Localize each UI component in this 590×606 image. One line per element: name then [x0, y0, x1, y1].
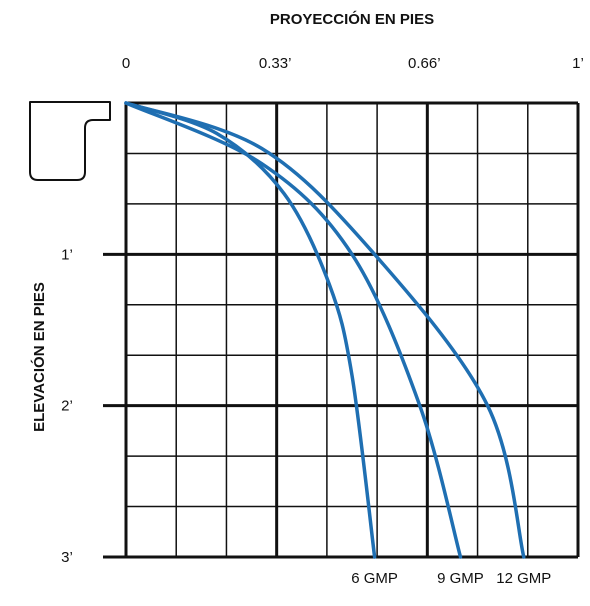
series-label: 6 GMP	[351, 570, 398, 587]
x-tick-labels: 0 0.33’ 0.66’ 1’	[122, 55, 584, 72]
grid	[103, 101, 580, 559]
series-label: 12 GMP	[496, 570, 551, 587]
series-label: 9 GMP	[437, 570, 484, 587]
series-line	[124, 101, 526, 559]
y-tick-label: 3’	[61, 549, 73, 566]
chart-title: PROYECCIÓN EN PIES	[270, 10, 434, 28]
x-tick-label: 0.33’	[259, 55, 292, 72]
y-tick-label: 2’	[61, 398, 73, 415]
x-tick-label: 0.66’	[408, 55, 441, 72]
series-lines	[124, 101, 526, 559]
series-labels: 6 GMP 9 GMP 12 GMP	[351, 570, 551, 587]
y-tick-label: 1’	[61, 246, 73, 263]
y-tick-labels: 1’ 2’ 3’	[61, 246, 73, 566]
x-tick-label: 0	[122, 55, 130, 72]
series-line	[124, 101, 463, 559]
series-line	[124, 101, 377, 559]
x-tick-label: 1’	[572, 55, 584, 72]
gutter-profile-icon	[29, 101, 111, 181]
y-axis-title: ELEVACIÓN EN PIES	[30, 282, 48, 432]
